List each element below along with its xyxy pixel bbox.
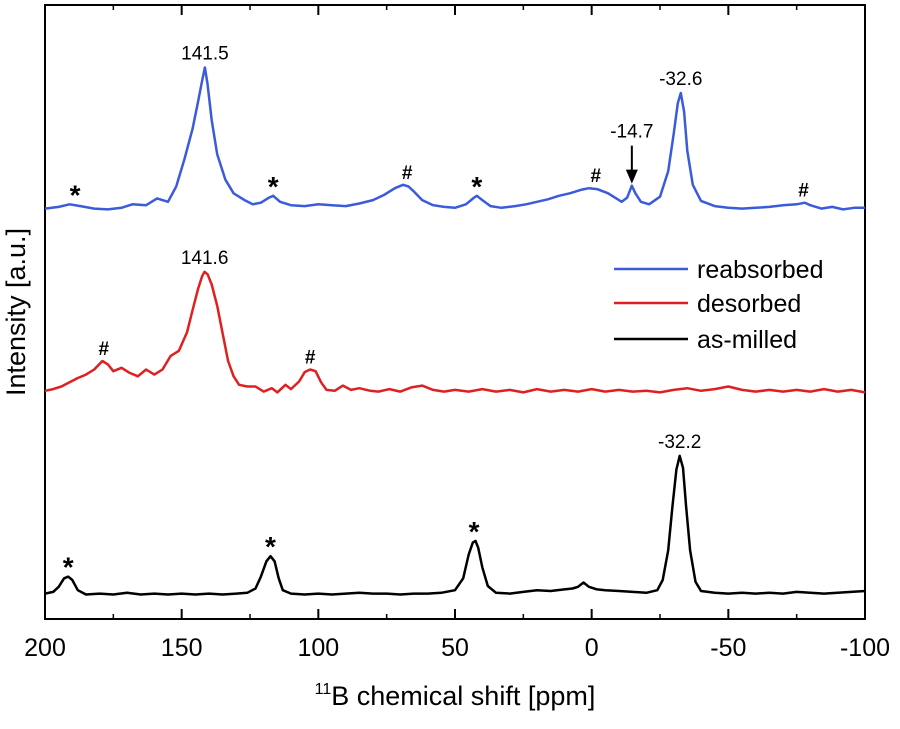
peak-label: 141.6 xyxy=(181,248,229,269)
spinning-sideband-marker: * xyxy=(63,552,74,583)
x-tick-label: 50 xyxy=(441,634,469,662)
x-axis-tick-labels: 200 150 100 50 0 -50 -100 xyxy=(24,634,890,662)
impurity-marker: # xyxy=(798,181,809,202)
legend-label-as-milled: as-milled xyxy=(697,326,797,354)
y-axis-title: Intensity [a.u.] xyxy=(1,228,31,396)
impurity-marker: # xyxy=(305,348,316,369)
impurity-marker: # xyxy=(590,166,601,187)
impurity-marker: # xyxy=(402,163,413,184)
spinning-sideband-marker: * xyxy=(265,531,276,562)
spinning-sideband-marker: * xyxy=(268,171,279,202)
peak-label: 141.5 xyxy=(181,44,229,65)
impurity-marker: # xyxy=(98,339,109,360)
x-axis-title-superscript: 11 xyxy=(315,681,332,698)
spinning-sideband-marker: * xyxy=(471,171,482,202)
legend-label-reabsorbed: reabsorbed xyxy=(697,256,823,284)
x-tick-label: 0 xyxy=(585,634,599,662)
trace-desorbed xyxy=(44,270,866,394)
x-tick-label: -100 xyxy=(840,634,890,662)
x-tick-label: 200 xyxy=(24,634,66,662)
legend-label-desorbed: desorbed xyxy=(697,290,801,318)
arrow-head xyxy=(625,169,638,184)
spinning-sideband-marker: * xyxy=(70,179,81,210)
x-axis-title-text: B chemical shift [ppm] xyxy=(331,681,595,711)
x-axis-ticks xyxy=(44,5,866,619)
peak-label: -32.2 xyxy=(658,432,701,453)
arrow-peak-label: -14.7 xyxy=(610,122,653,143)
spectrum-traces xyxy=(44,66,866,596)
peak-label: -32.6 xyxy=(659,69,702,90)
x-tick-label: -50 xyxy=(710,634,746,662)
trace-reabsorbed xyxy=(44,66,865,211)
x-tick-label: 150 xyxy=(161,634,203,662)
trace-as-milled xyxy=(44,454,866,596)
spinning-sideband-marker: * xyxy=(469,516,480,547)
legend: reabsorbed desorbed as-milled xyxy=(614,256,823,354)
x-tick-label: 100 xyxy=(297,634,339,662)
x-axis-title: 11B chemical shift [ppm] xyxy=(315,681,596,711)
peak-annotations: 141.5 -32.6 -14.7 * * * # # #141.6 # # -32.2 * * * xyxy=(63,44,809,583)
